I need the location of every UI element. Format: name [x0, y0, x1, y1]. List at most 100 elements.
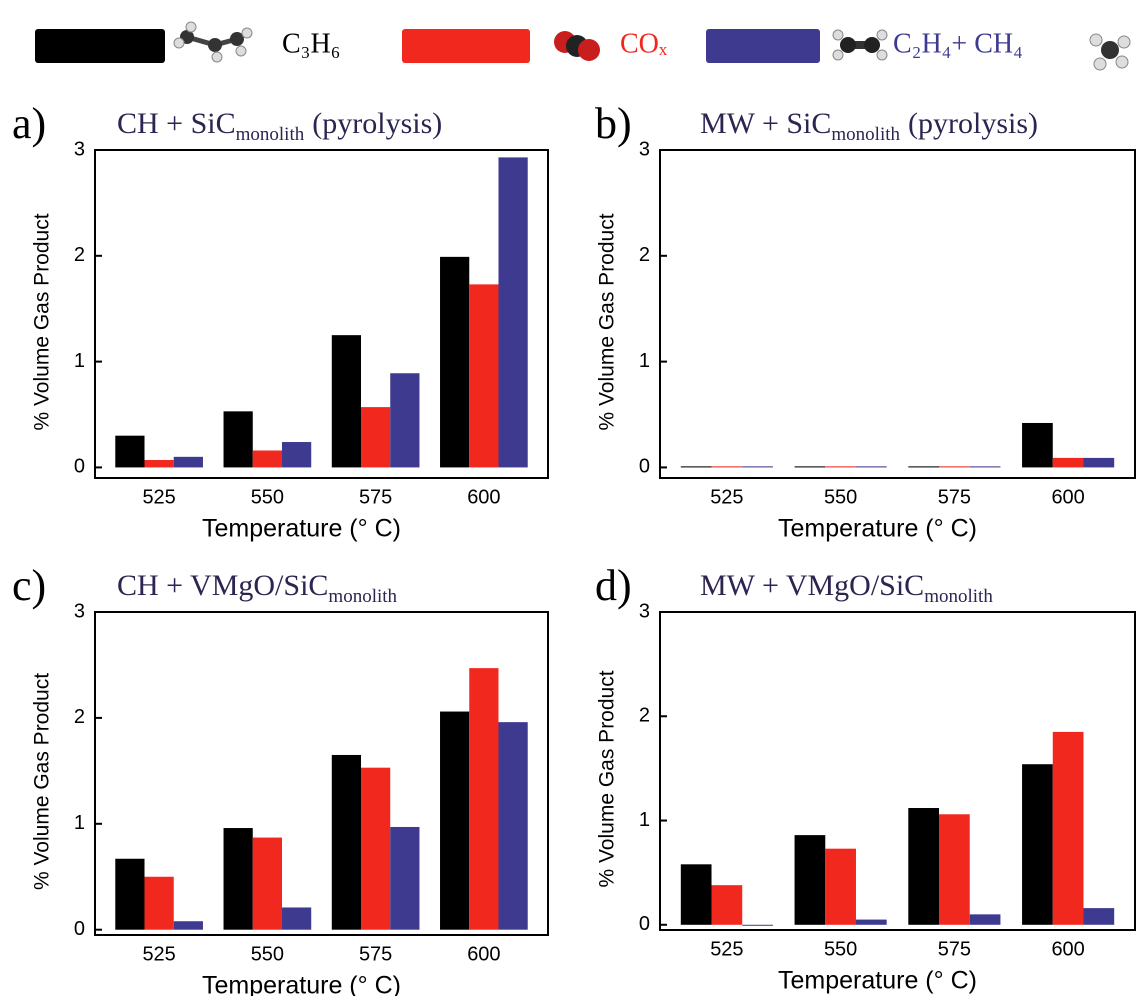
legend-swatch [706, 29, 820, 63]
x-tick-label: 525 [710, 486, 743, 508]
panel-title: MW + VMgO/SiCmonolith [700, 569, 993, 607]
panel: c) CH + VMgO/SiCmonolith 0 1 2 3 % Volume Gas … [12, 561, 549, 996]
y-tick-label: 0 [639, 456, 650, 478]
panel-title: CH + VMgO/SiCmonolith [117, 569, 398, 607]
title-subscript: monolith [236, 124, 305, 145]
x-tick-label: 575 [938, 938, 971, 960]
bar [361, 767, 391, 930]
bar [742, 924, 773, 926]
panel: a) CH + SiCmonolith (pyrolysis) 0 1 2 3 % Volum… [12, 99, 549, 543]
panel-label: d) [595, 561, 632, 610]
bar [440, 256, 470, 468]
legend-label: C₂H₄+ CH₄ [893, 28, 1023, 59]
y-tick-label: 1 [74, 350, 85, 372]
bar [1052, 731, 1084, 925]
bar [794, 835, 826, 925]
bar [173, 921, 203, 930]
panel-label: a) [12, 99, 46, 148]
methane-icon [1089, 33, 1131, 71]
bar [1052, 457, 1084, 468]
panel-label: b) [595, 99, 632, 148]
x-axis-label: Temperature (° C) [778, 515, 977, 543]
bar [1083, 457, 1115, 468]
bar [794, 466, 826, 468]
bar [825, 466, 856, 468]
bar [331, 335, 362, 468]
bar [331, 754, 362, 930]
co-icon [554, 31, 600, 61]
bar [390, 826, 420, 930]
title-subscript: monolith [328, 586, 397, 607]
title-main: MW + SiC [700, 107, 831, 140]
bar [252, 450, 282, 468]
x-axis-label: Temperature (° C) [202, 972, 401, 996]
bar [680, 864, 712, 925]
y-tick-label: 1 [74, 812, 85, 834]
x-tick-label: 525 [710, 938, 743, 960]
panel-title: CH + SiCmonolith (pyrolysis) [117, 107, 442, 145]
bar [939, 814, 970, 925]
y-tick-label: 3 [639, 600, 650, 622]
y-axis-label: % Volume Gas Product [31, 673, 54, 890]
title-after: (pyrolysis) [312, 107, 442, 140]
y-tick-label: 1 [639, 350, 650, 372]
bar [361, 407, 391, 468]
y-axis-label: % Volume Gas Product [596, 213, 619, 430]
x-tick-label: 575 [359, 943, 392, 965]
x-tick-label: 525 [142, 943, 175, 965]
bar [144, 460, 174, 468]
bar [440, 711, 470, 930]
y-axis-label: % Volume Gas Product [596, 670, 619, 887]
x-tick-label: 550 [824, 938, 857, 960]
title-main: MW + VMgO/SiC [700, 569, 924, 602]
x-tick-label: 575 [938, 486, 971, 508]
legend-label: C₃H₆ [282, 28, 340, 59]
bar [115, 435, 145, 468]
bar [173, 456, 203, 468]
x-tick-label: 525 [142, 486, 175, 508]
bar [252, 837, 282, 930]
y-tick-label: 3 [74, 600, 85, 622]
bar [908, 466, 940, 468]
bar [825, 848, 856, 925]
x-tick-label: 600 [1051, 486, 1084, 508]
x-axis-label: Temperature (° C) [778, 967, 977, 995]
y-tick-label: 0 [74, 918, 85, 940]
panel: b) MW + SiCmonolith (pyrolysis) 0 1 2 3 % Volum… [595, 99, 1136, 543]
legend-label: COₓ [620, 28, 668, 59]
bar [469, 668, 499, 930]
x-tick-label: 600 [1051, 938, 1084, 960]
y-tick-label: 3 [74, 138, 85, 160]
bar [498, 722, 528, 930]
title-after: (pyrolysis) [908, 107, 1038, 140]
title-subscript: monolith [924, 586, 993, 607]
bar [855, 466, 887, 468]
y-tick-label: 0 [74, 456, 85, 478]
legend-icons [173, 21, 1131, 71]
bar [390, 373, 420, 468]
panel-label: c) [12, 561, 46, 610]
x-tick-label: 600 [467, 486, 500, 508]
legend-swatch [402, 29, 530, 63]
y-tick-label: 2 [639, 244, 650, 266]
y-tick-label: 2 [639, 705, 650, 727]
bar [855, 919, 887, 925]
plot-frame [659, 149, 1136, 479]
bar [711, 885, 743, 925]
bar [908, 808, 940, 925]
bar [223, 411, 253, 468]
legend-swatch [35, 29, 165, 63]
bar [742, 466, 773, 468]
title-main: CH + SiC [117, 107, 236, 140]
bar [969, 466, 1001, 468]
plot-frame [659, 611, 1136, 931]
y-tick-label: 0 [639, 913, 650, 935]
y-tick-label: 3 [639, 138, 650, 160]
x-tick-label: 600 [467, 943, 500, 965]
y-tick-label: 2 [74, 706, 85, 728]
bar [223, 828, 253, 930]
ethene-icon [832, 29, 888, 61]
title-subscript: monolith [831, 124, 900, 145]
